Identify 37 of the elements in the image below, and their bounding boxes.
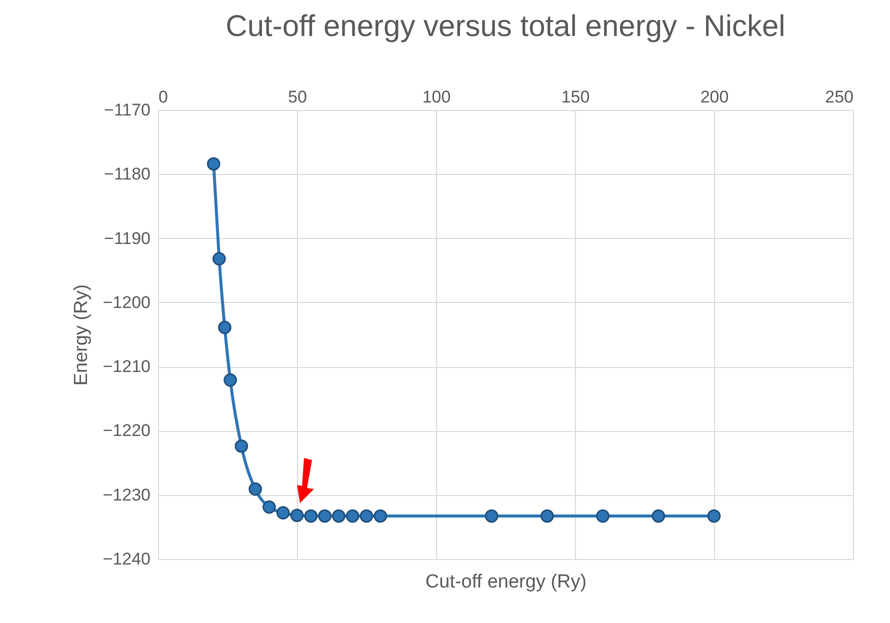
point	[596, 509, 610, 523]
y-axis-title: Energy (Ry)	[70, 284, 92, 386]
point	[332, 509, 346, 523]
point	[707, 509, 721, 523]
y-tick-label: −1210	[102, 357, 150, 376]
chart-title: Cut-off energy versus total energy - Nickel	[226, 10, 786, 43]
x-tick-label: 250	[825, 88, 854, 106]
x-tick-label: 100	[422, 88, 451, 106]
point	[304, 509, 318, 523]
y-tick-label: −1240	[102, 550, 150, 568]
point	[224, 373, 237, 387]
point	[248, 482, 262, 496]
point	[212, 252, 226, 266]
point	[234, 439, 248, 453]
point	[206, 157, 220, 171]
point	[346, 509, 360, 523]
point	[652, 509, 666, 523]
x-tick-label: 50	[288, 88, 307, 106]
point	[276, 506, 290, 520]
y-tick-label: −1230	[102, 485, 150, 504]
y-tick-label: −1190	[104, 228, 150, 248]
x-tick-label: 150	[561, 88, 590, 106]
point	[374, 509, 388, 523]
y-tick-label: −1200	[102, 292, 150, 312]
y-tick-label: −1180	[104, 164, 150, 184]
x-axis-title: Cut-off energy (Ry)	[425, 572, 587, 592]
point	[262, 500, 276, 514]
y-tick-label: −1170	[104, 100, 150, 120]
x-tick-label: 200	[700, 88, 729, 106]
point	[290, 508, 304, 522]
x-tick-label: 0	[158, 88, 168, 106]
y-tick-label: −1220	[102, 421, 150, 440]
point	[360, 509, 374, 523]
point	[318, 509, 332, 523]
point	[218, 320, 232, 334]
point	[540, 509, 554, 523]
point	[484, 509, 498, 523]
